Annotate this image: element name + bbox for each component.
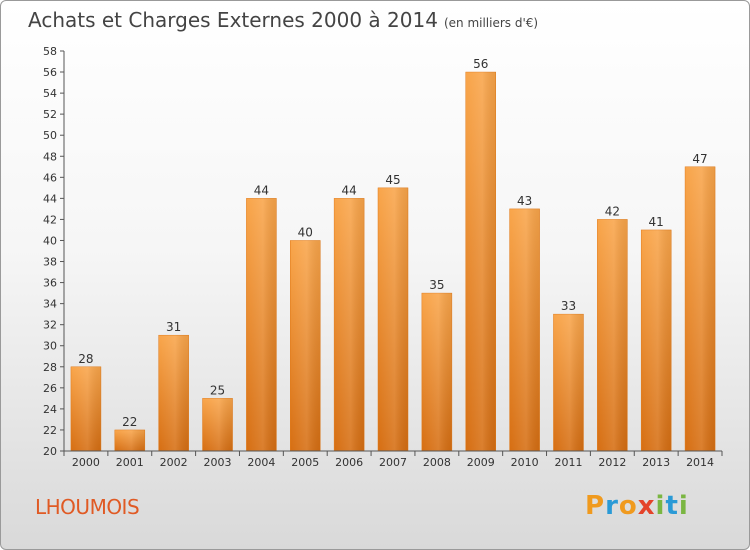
bar-shine <box>553 314 584 451</box>
x-tick-label: 2011 <box>554 456 582 469</box>
bar-shine <box>158 335 189 451</box>
y-tick-label: 22 <box>43 424 57 437</box>
x-tick-label: 2005 <box>291 456 319 469</box>
x-tick-label: 2000 <box>72 456 100 469</box>
chart-title-block: Achats et Charges Externes 2000 à 2014 (e… <box>28 8 538 32</box>
bar-value-label: 28 <box>78 352 93 366</box>
x-tick-label: 2012 <box>598 456 626 469</box>
x-tick-label: 2010 <box>511 456 539 469</box>
y-tick-label: 58 <box>43 45 57 58</box>
y-tick-label: 24 <box>43 403 57 416</box>
y-tick-label: 38 <box>43 256 57 269</box>
x-axis: 2000 2001 2002 2003 2004 2005 2006 2007 2008 2009… <box>63 450 723 469</box>
chart-title: Achats et Charges Externes 2000 à 2014 <box>28 8 438 32</box>
bar-value-label: 40 <box>298 225 313 239</box>
bar-shine <box>597 219 628 451</box>
bar-value-label: 45 <box>385 173 400 187</box>
y-tick-label: 42 <box>43 213 57 226</box>
bar-shine <box>509 208 540 451</box>
bar-value-label: 22 <box>122 415 137 429</box>
bar-value-label: 33 <box>561 299 576 313</box>
commune-name: LHOUMOIS <box>35 495 140 519</box>
bar-shine <box>641 229 672 451</box>
y-tick-label: 32 <box>43 319 57 332</box>
bar-shine <box>685 166 716 451</box>
bar-value-label: 44 <box>254 183 269 197</box>
bar-chart: 20 22 24 26 28 30 32 34 36 38 40 42 44 46 48 50 52 54 56 58… <box>43 45 723 469</box>
bar-shine <box>70 366 101 451</box>
bar-shine <box>334 198 365 451</box>
y-tick-label: 20 <box>43 445 57 458</box>
x-tick-label: 2003 <box>204 456 232 469</box>
bars: 28 22 31 25 44 40 44 45 35 56 43 33 42 41 47 <box>70 57 716 452</box>
x-tick-label: 2008 <box>423 456 451 469</box>
x-tick-label: 2001 <box>116 456 144 469</box>
y-tick-label: 28 <box>43 361 57 374</box>
bar-value-label: 35 <box>429 278 444 292</box>
y-axis: 20 22 24 26 28 30 32 34 36 38 40 42 44 46 48 50 52 54 56 58 <box>43 45 65 458</box>
bar-value-label: 41 <box>649 215 664 229</box>
y-tick-label: 46 <box>43 171 57 184</box>
y-tick-label: 30 <box>43 340 57 353</box>
bar-value-label: 47 <box>692 152 707 166</box>
y-tick-label: 26 <box>43 382 57 395</box>
bar-shine <box>290 240 321 451</box>
y-tick-label: 40 <box>43 234 57 247</box>
bar-value-label: 43 <box>517 194 532 208</box>
chart-subtitle: (en milliers d'€) <box>443 16 539 30</box>
x-tick-label: 2009 <box>467 456 495 469</box>
x-tick-label: 2002 <box>160 456 188 469</box>
y-tick-label: 50 <box>43 129 57 142</box>
bar-shine <box>202 398 233 451</box>
bar-shine <box>465 72 496 451</box>
y-tick-label: 54 <box>43 87 57 100</box>
bar-value-label: 44 <box>341 183 356 197</box>
y-tick-label: 52 <box>43 108 57 121</box>
bar-value-label: 42 <box>605 204 620 218</box>
proxiti-logo: Proxiti <box>585 491 689 521</box>
y-tick-label: 48 <box>43 150 57 163</box>
y-tick-label: 34 <box>43 298 57 311</box>
bar-shine <box>421 293 452 451</box>
x-tick-label: 2007 <box>379 456 407 469</box>
bar-shine <box>114 429 145 451</box>
bar-value-label: 25 <box>210 383 225 397</box>
bar-shine <box>246 198 277 451</box>
x-tick-label: 2004 <box>247 456 275 469</box>
x-tick-label: 2014 <box>686 456 714 469</box>
x-tick-label: 2013 <box>642 456 670 469</box>
y-tick-label: 56 <box>43 66 57 79</box>
bar-value-label: 31 <box>166 320 181 334</box>
y-tick-label: 44 <box>43 192 57 205</box>
y-tick-label: 36 <box>43 277 57 290</box>
bar-value-label: 56 <box>473 57 488 71</box>
x-tick-label: 2006 <box>335 456 363 469</box>
bar-shine <box>378 187 408 451</box>
